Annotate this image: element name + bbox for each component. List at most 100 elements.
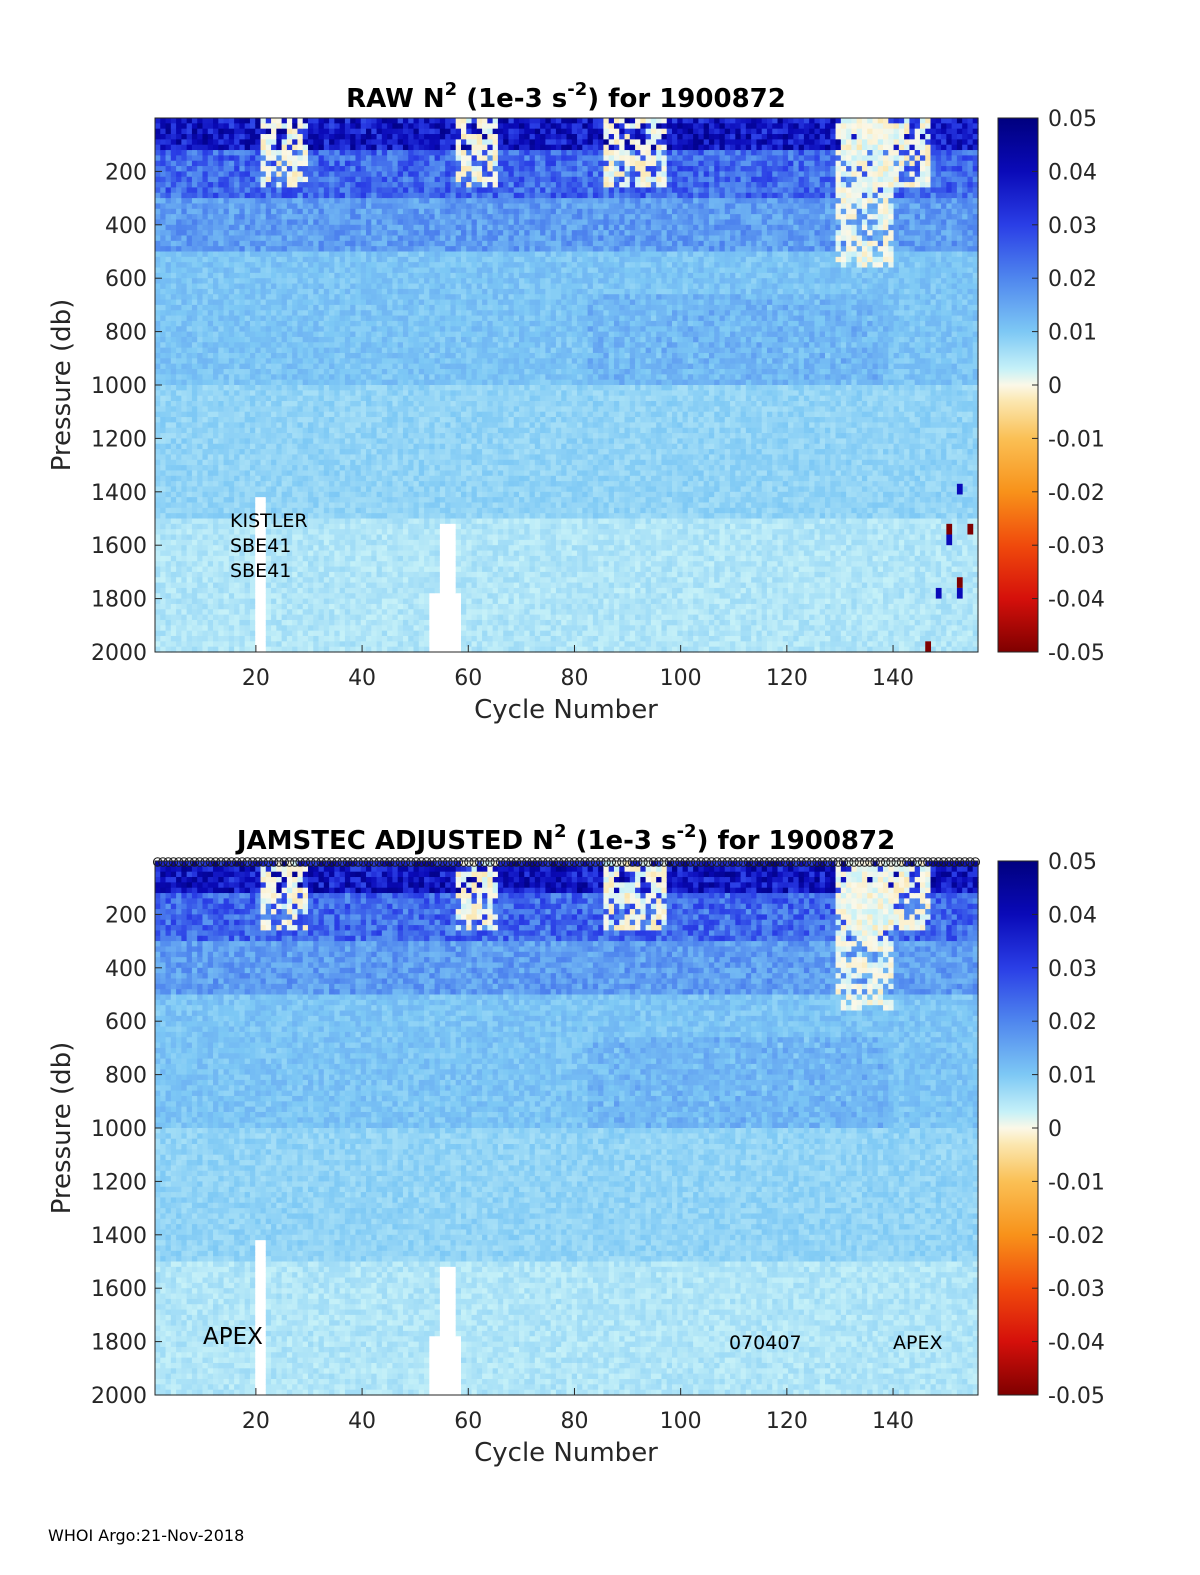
heatmap-cell	[223, 262, 230, 269]
heatmap-cell	[260, 198, 267, 205]
heatmap-cell	[350, 171, 357, 178]
heatmap-cell	[355, 310, 362, 317]
heatmap-cell	[355, 502, 362, 509]
heatmap-cell	[397, 230, 404, 237]
heatmap-cell	[371, 310, 378, 317]
heatmap-cell	[213, 166, 219, 172]
heatmap-cell	[307, 150, 314, 156]
heatmap-cell	[265, 497, 272, 504]
heatmap-cell	[360, 582, 367, 589]
heatmap-cell	[286, 459, 293, 466]
heatmap-cell	[223, 358, 230, 365]
heatmap-cell	[355, 262, 362, 269]
heatmap-cell	[260, 267, 267, 274]
heatmap-cell	[207, 144, 214, 151]
heatmap-cell	[281, 550, 288, 557]
heatmap-cell	[392, 150, 399, 156]
heatmap-cell	[339, 507, 346, 514]
heatmap-cell	[165, 123, 172, 130]
heatmap-cell	[223, 518, 230, 525]
heatmap-cell	[334, 235, 341, 242]
heatmap-cell	[286, 486, 293, 493]
heatmap-cell	[355, 235, 362, 242]
heatmap-cell	[302, 235, 309, 242]
heatmap-cell	[329, 224, 335, 231]
heatmap-cell	[307, 641, 314, 648]
heatmap-cell	[413, 571, 420, 578]
heatmap-cell	[155, 224, 161, 231]
heatmap-cell	[408, 160, 415, 167]
heatmap-cell	[207, 507, 214, 514]
heatmap-cell	[207, 139, 214, 146]
heatmap-cell	[244, 320, 251, 327]
heatmap-cell	[344, 523, 351, 530]
heatmap-cell	[249, 555, 256, 562]
heatmap-cell	[165, 278, 172, 285]
heatmap-cell	[329, 603, 335, 610]
heatmap-cell	[160, 635, 167, 642]
heatmap-cell	[334, 459, 341, 466]
heatmap-cell	[329, 320, 335, 327]
heatmap-cell	[302, 288, 309, 295]
heatmap-cell	[186, 278, 193, 285]
heatmap-cell	[223, 587, 230, 594]
heatmap-cell	[170, 545, 177, 552]
heatmap-cell	[286, 256, 293, 263]
heatmap-cell	[265, 166, 272, 172]
heatmap-cell	[355, 230, 362, 237]
heatmap-cell	[223, 577, 230, 584]
heatmap-cell	[381, 203, 388, 210]
heatmap-cell	[244, 433, 251, 439]
heatmap-cell	[234, 486, 241, 493]
heatmap-cell	[186, 336, 193, 343]
heatmap-cell	[260, 523, 267, 530]
heatmap-cell	[323, 475, 330, 482]
heatmap-cell	[218, 187, 225, 194]
heatmap-cell	[197, 320, 204, 327]
heatmap-cell	[271, 208, 277, 215]
heatmap-cell	[170, 427, 177, 434]
heatmap-cell	[281, 272, 288, 279]
heatmap-cell	[371, 246, 378, 253]
heatmap-cell	[170, 128, 177, 135]
heatmap-cell	[191, 614, 198, 621]
heatmap-cell	[413, 336, 420, 343]
heatmap-cell	[191, 422, 198, 429]
heatmap-cell	[307, 134, 314, 140]
heatmap-cell	[376, 555, 383, 562]
heatmap-cell	[249, 518, 256, 525]
heatmap-cell	[197, 214, 204, 221]
heatmap-cell	[234, 614, 241, 621]
heatmap-cell	[381, 438, 388, 445]
heatmap-cell	[160, 320, 167, 327]
heatmap-cell	[366, 507, 372, 514]
heatmap-cell	[176, 406, 182, 413]
heatmap-cell	[307, 262, 314, 269]
heatmap-cell	[170, 582, 177, 589]
heatmap-cell	[223, 641, 230, 648]
heatmap-cell	[302, 497, 309, 504]
heatmap-cell	[160, 283, 167, 290]
heatmap-cell	[271, 192, 277, 199]
heatmap-cell	[323, 182, 330, 189]
heatmap-cell	[360, 571, 367, 578]
heatmap-cell	[255, 304, 262, 311]
heatmap-cell	[344, 272, 351, 279]
heatmap-cell	[239, 641, 246, 648]
heatmap-cell	[165, 465, 172, 472]
heatmap-cell	[234, 160, 241, 167]
heatmap-cell	[381, 518, 388, 525]
heatmap-cell	[207, 283, 214, 290]
heatmap-cell	[165, 219, 172, 226]
heatmap-cell	[350, 315, 357, 322]
heatmap-cell	[350, 619, 357, 626]
heatmap-cell	[297, 571, 304, 578]
heatmap-cell	[302, 406, 309, 413]
heatmap-cell	[376, 374, 383, 381]
heatmap-cell	[292, 390, 299, 397]
heatmap-cell	[408, 304, 415, 311]
heatmap-cell	[376, 139, 383, 146]
heatmap-cell	[260, 160, 267, 167]
heatmap-cell	[218, 256, 225, 263]
heatmap-cell	[286, 272, 293, 279]
